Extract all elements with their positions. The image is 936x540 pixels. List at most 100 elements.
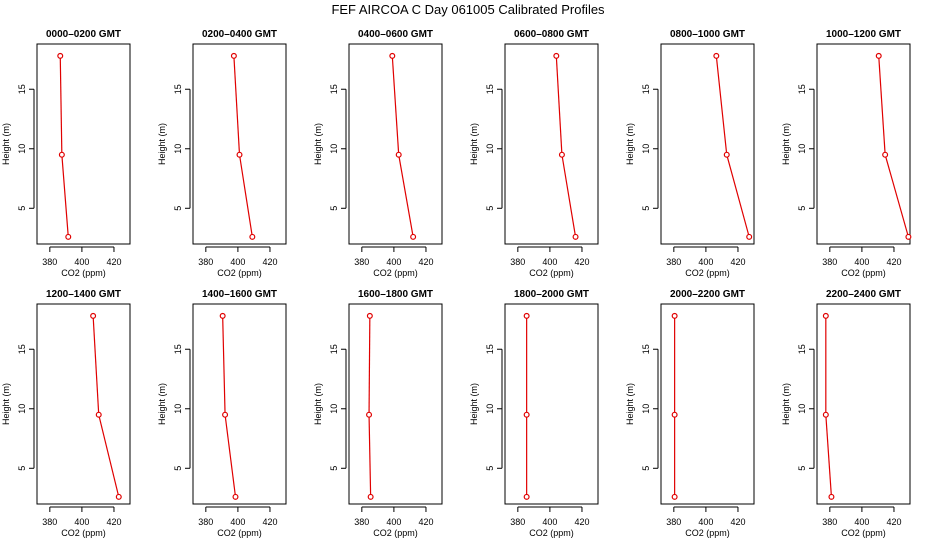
profile-point [523,411,530,418]
profile-point [905,233,912,240]
y-axis-label: Height (m) [781,383,791,425]
y-axis-label: Height (m) [469,123,479,165]
y-tick-label: 15 [329,344,339,354]
y-tick-label: 10 [173,404,183,414]
profile-segment [238,154,253,237]
y-tick-label: 15 [641,344,651,354]
y-tick-label: 10 [173,144,183,154]
profile-point [746,233,753,240]
x-tick-label: 420 [886,517,901,527]
x-tick-label: 400 [854,517,869,527]
x-tick-label: 420 [574,517,589,527]
profile-point [366,411,373,418]
x-tick-label: 400 [698,257,713,267]
y-tick-label: 10 [641,404,651,414]
profile-segment [368,315,371,415]
x-tick-label: 400 [386,257,401,267]
panel-title: 1600–1800 GMT [358,289,433,300]
panel-title: 0400–0600 GMT [358,29,433,40]
y-axis-label: Height (m) [313,383,323,425]
panel-title: 0600–0800 GMT [514,29,589,40]
y-tick-label: 15 [17,84,27,94]
y-axis-label: Height (m) [469,383,479,425]
profile-point [723,151,730,158]
profile-point [671,411,678,418]
profile-segment [224,414,237,497]
x-axis-label: CO2 (ppm) [217,268,262,278]
panel-title: 1400–1600 GMT [202,289,277,300]
plot-frame [816,303,911,505]
x-tick-label: 380 [666,257,681,267]
x-tick-label: 420 [418,257,433,267]
profile-point [395,151,402,158]
y-tick-label: 5 [485,206,495,211]
profile-segment [398,154,414,237]
x-axis-label: CO2 (ppm) [685,268,730,278]
profile-segment [391,55,400,155]
panel-title: 0000–0200 GMT [46,29,121,40]
x-axis-label: CO2 (ppm) [373,528,418,538]
figure-title: FEF AIRCOA C Day 061005 Calibrated Profi… [331,2,605,17]
y-tick-label: 5 [797,466,807,471]
x-tick-label: 420 [730,257,745,267]
y-tick-label: 10 [329,144,339,154]
profile-segment [878,55,886,155]
x-tick-label: 380 [510,517,525,527]
x-axis-label: CO2 (ppm) [529,528,574,538]
panel-title: 1000–1200 GMT [826,29,901,40]
profile-point [58,151,65,158]
x-tick-label: 420 [730,517,745,527]
plot-frame [192,303,287,505]
profile-point [95,411,102,418]
profile-segment [561,154,577,237]
y-tick-label: 10 [797,404,807,414]
y-axis-label: Height (m) [157,123,167,165]
profile-point [57,52,64,59]
y-tick-label: 15 [17,344,27,354]
profile-segment [726,154,750,238]
x-tick-label: 400 [854,257,869,267]
y-tick-label: 5 [173,466,183,471]
x-tick-label: 380 [42,257,57,267]
x-tick-label: 400 [698,517,713,527]
x-axis-label: CO2 (ppm) [373,268,418,278]
x-tick-label: 420 [574,257,589,267]
profile-segment [715,55,728,155]
panel-title: 0800–1000 GMT [670,29,745,40]
y-tick-label: 15 [485,344,495,354]
profile-point [822,411,829,418]
x-tick-label: 400 [542,517,557,527]
profile-segment [222,315,226,415]
y-tick-label: 15 [797,84,807,94]
plot-frame [660,43,755,245]
profile-point [572,233,579,240]
y-tick-label: 15 [485,84,495,94]
profile-point [232,493,239,500]
profile-point [222,411,229,418]
profile-point [875,52,882,59]
profile-segment [98,414,120,497]
plot-frame [36,303,131,505]
x-tick-label: 400 [74,257,89,267]
x-tick-label: 400 [230,257,245,267]
plot-frame [348,43,443,245]
profile-point [230,52,237,59]
y-axis-label: Height (m) [781,123,791,165]
x-axis-label: CO2 (ppm) [685,528,730,538]
plot-frame [504,43,599,245]
profile-segment [59,55,63,155]
profile-point [828,493,835,500]
profile-point [671,312,678,319]
panel-title: 2000–2200 GMT [670,289,745,300]
profile-segment [92,315,100,415]
y-tick-label: 5 [485,466,495,471]
profile-point [523,493,530,500]
x-tick-label: 420 [106,257,121,267]
